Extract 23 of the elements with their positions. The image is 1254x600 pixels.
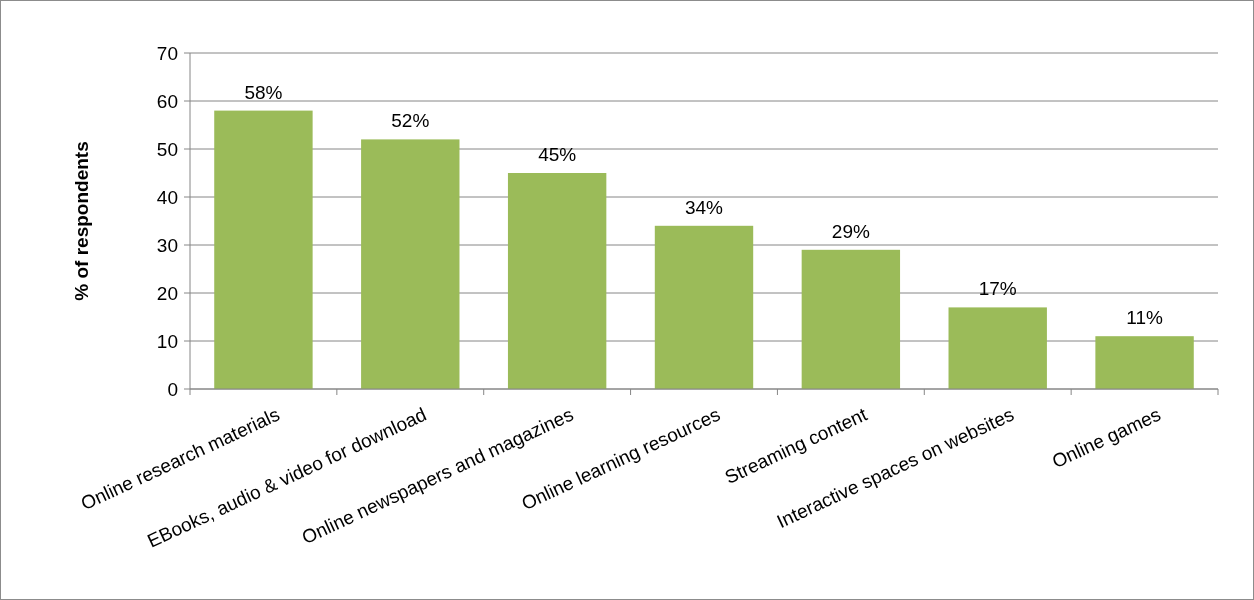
data-label: 58% [244,81,283,103]
y-tick-label: 50 [156,138,178,160]
y-tick-label: 60 [156,90,178,112]
y-tick-label: 30 [156,234,178,256]
y-tick-label: 20 [156,282,178,304]
bar [948,307,1047,389]
bar [507,173,607,389]
data-label: 17% [978,278,1017,300]
bar [214,110,313,389]
bar [1095,336,1194,389]
bar [361,139,460,389]
data-label: 34% [684,196,724,218]
data-label: 45% [538,144,577,165]
data-label: 11% [1126,307,1163,329]
data-label: 29% [831,220,870,242]
y-tick-label: 0 [167,378,178,400]
y-tick-label: 10 [156,330,178,352]
bar [654,225,754,389]
y-tick-label: 70 [156,42,178,64]
data-label: 52% [391,110,430,132]
y-axis-title: % of respondents [71,141,92,301]
y-tick-label: 40 [156,186,178,208]
bar [801,249,901,389]
